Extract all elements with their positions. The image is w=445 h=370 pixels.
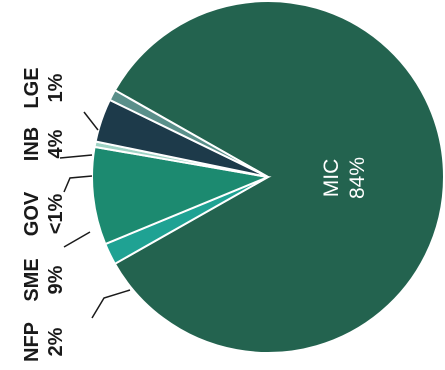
label-inb-value: 4%	[45, 129, 67, 158]
pie-slice-sme	[91, 145, 272, 246]
label-gov-name: GOV	[21, 191, 43, 236]
pie-slice-lge	[108, 88, 269, 178]
label-lge-value: 1%	[45, 73, 67, 102]
label-nfp-name: NFP	[21, 322, 43, 362]
leader-line-lge	[83, 111, 99, 131]
label-lge-name: LGE	[21, 67, 43, 108]
leader-line-sme	[63, 231, 91, 248]
label-mic-name: MIC	[320, 159, 343, 198]
label-gov-value: <1%	[45, 193, 67, 234]
leader-line-gov	[63, 175, 93, 193]
pie-slices	[91, 0, 445, 354]
leader-line-nfp	[91, 289, 131, 319]
leader-line-inb	[59, 154, 93, 159]
label-mic-value: 84%	[346, 157, 369, 199]
label-sme-value: 9%	[45, 265, 67, 294]
label-inb-name: INB	[21, 127, 43, 161]
label-nfp-value: 2%	[45, 327, 67, 356]
label-sme-name: SME	[21, 258, 43, 301]
pie-slice-mic	[113, 0, 445, 354]
